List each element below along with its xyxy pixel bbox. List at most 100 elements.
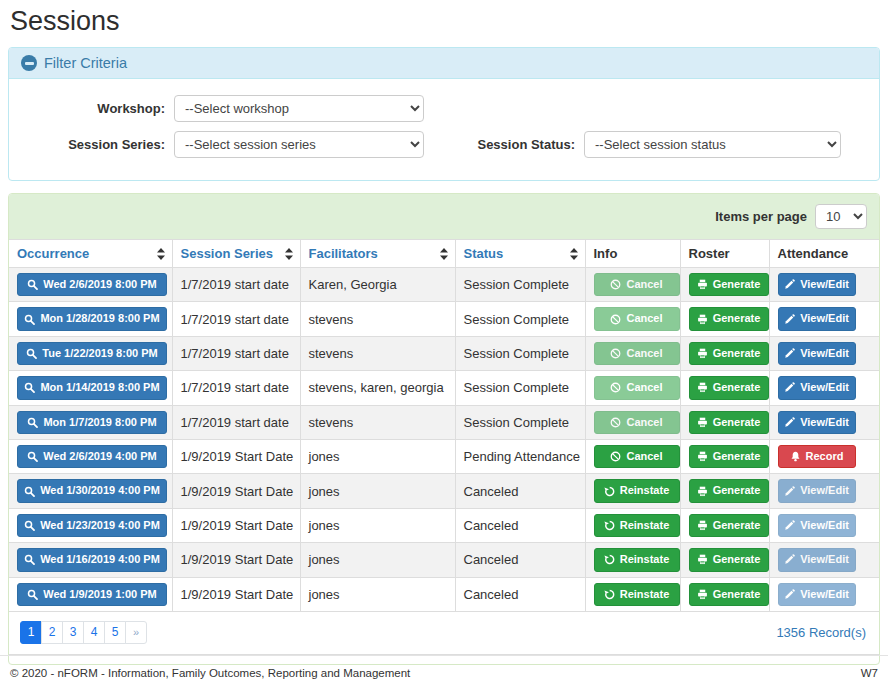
pagination-next-button[interactable]: »: [125, 621, 147, 644]
view-edit-button-label: View/Edit: [800, 311, 849, 326]
sessions-table-header: Items per page 10: [9, 194, 879, 240]
table-row: Mon 1/14/2019 8:00 PM1/7/2019 start date…: [9, 371, 879, 405]
generate-button[interactable]: Generate: [689, 376, 769, 399]
occurrence-button-label: Mon 1/7/2019 8:00 PM: [43, 415, 156, 430]
view-edit-button[interactable]: View/Edit: [778, 376, 856, 399]
cancel-button-label: Cancel: [626, 311, 662, 326]
occurrence-button-label: Wed 2/6/2019 4:00 PM: [43, 449, 157, 464]
cancel-button-label: Cancel: [626, 449, 662, 464]
roster-cell: Generate: [680, 371, 769, 405]
generate-button[interactable]: Generate: [689, 514, 769, 537]
occurrence-button[interactable]: Wed 1/30/2019 4:00 PM: [17, 479, 167, 502]
cancel-button: Cancel: [594, 273, 680, 296]
column-header-status[interactable]: Status: [455, 240, 585, 268]
table-row: Wed 1/23/2019 4:00 PM1/9/2019 Start Date…: [9, 508, 879, 542]
occurrence-button[interactable]: Wed 1/23/2019 4:00 PM: [17, 514, 167, 537]
attendance-cell: Record: [769, 439, 879, 473]
info-cell: Cancel: [585, 268, 680, 302]
records-count: 1356 Record(s): [776, 625, 868, 640]
cancel-button[interactable]: Cancel: [594, 445, 680, 468]
facilitators-cell: jones: [300, 508, 455, 542]
facilitators-cell: jones: [300, 543, 455, 577]
occurrence-button[interactable]: Mon 1/28/2019 8:00 PM: [17, 307, 167, 330]
session-series-select[interactable]: --Select session series: [174, 131, 424, 158]
generate-button[interactable]: Generate: [689, 548, 769, 571]
generate-button-label: Generate: [713, 587, 761, 602]
occurrence-button[interactable]: Wed 2/6/2019 8:00 PM: [17, 273, 167, 296]
pagination-page-2[interactable]: 2: [41, 621, 63, 644]
occurrence-button-label: Wed 1/23/2019 4:00 PM: [40, 518, 160, 533]
session-series-cell: 1/9/2019 Start Date: [172, 543, 300, 577]
occurrence-cell: Wed 1/23/2019 4:00 PM: [9, 508, 172, 542]
session-series-cell: 1/7/2019 start date: [172, 302, 300, 336]
items-per-page-label: Items per page: [715, 209, 807, 224]
generate-button[interactable]: Generate: [689, 445, 769, 468]
pagination-page-3[interactable]: 3: [62, 621, 84, 644]
minus-circle-icon[interactable]: [21, 55, 37, 71]
filter-criteria-header[interactable]: Filter Criteria: [9, 48, 879, 79]
occurrence-button[interactable]: Wed 1/16/2019 4:00 PM: [17, 548, 167, 571]
generate-button[interactable]: Generate: [689, 342, 769, 365]
table-footer-row: 12345» 1356 Record(s): [9, 612, 879, 655]
generate-button[interactable]: Generate: [689, 583, 769, 606]
pagination-page-4[interactable]: 4: [83, 621, 105, 644]
table-row: Wed 1/30/2019 4:00 PM1/9/2019 Start Date…: [9, 474, 879, 508]
info-cell: Reinstate: [585, 543, 680, 577]
pagination-page-1[interactable]: 1: [20, 621, 42, 644]
filter-criteria-body: Workshop: --Select workshop Session Seri…: [9, 79, 879, 180]
reinstate-button[interactable]: Reinstate: [594, 514, 680, 537]
record-button[interactable]: Record: [778, 445, 856, 468]
view-edit-button[interactable]: View/Edit: [778, 342, 856, 365]
items-per-page-select[interactable]: 10: [815, 204, 867, 229]
workshop-label: Workshop:: [19, 101, 174, 116]
info-cell: Cancel: [585, 439, 680, 473]
session-status-select[interactable]: --Select session status: [584, 131, 841, 158]
table-header-row: OccurrenceSession SeriesFacilitatorsStat…: [9, 240, 879, 268]
reinstate-button[interactable]: Reinstate: [594, 479, 680, 502]
view-edit-button[interactable]: View/Edit: [778, 411, 856, 434]
status-cell: Session Complete: [455, 268, 585, 302]
view-edit-button-label: View/Edit: [800, 380, 849, 395]
occurrence-button[interactable]: Wed 1/9/2019 1:00 PM: [17, 583, 167, 606]
occurrence-cell: Mon 1/7/2019 8:00 PM: [9, 405, 172, 439]
cancel-button-label: Cancel: [626, 346, 662, 361]
facilitators-cell: jones: [300, 439, 455, 473]
page-footer: © 2020 - nFORM - Information, Family Out…: [0, 655, 888, 699]
column-header-facilitators[interactable]: Facilitators: [300, 240, 455, 268]
generate-button[interactable]: Generate: [689, 479, 769, 502]
generate-button-label: Generate: [713, 346, 761, 361]
view-edit-button[interactable]: View/Edit: [778, 307, 856, 330]
workshop-select[interactable]: --Select workshop: [174, 95, 424, 122]
facilitators-cell: stevens: [300, 336, 455, 370]
status-cell: Session Complete: [455, 371, 585, 405]
roster-cell: Generate: [680, 439, 769, 473]
generate-button[interactable]: Generate: [689, 307, 769, 330]
generate-button[interactable]: Generate: [689, 411, 769, 434]
view-edit-button-label: View/Edit: [800, 518, 849, 533]
occurrence-button[interactable]: Mon 1/7/2019 8:00 PM: [17, 411, 167, 434]
occurrence-button[interactable]: Tue 1/22/2019 8:00 PM: [17, 342, 167, 365]
column-header-session-series[interactable]: Session Series: [172, 240, 300, 268]
view-edit-button[interactable]: View/Edit: [778, 273, 856, 296]
roster-cell: Generate: [680, 268, 769, 302]
facilitators-cell: stevens: [300, 405, 455, 439]
reinstate-button[interactable]: Reinstate: [594, 548, 680, 571]
column-header-attendance: Attendance: [769, 240, 879, 268]
view-edit-button-label: View/Edit: [800, 415, 849, 430]
page-title: Sessions: [10, 6, 878, 37]
cancel-button-label: Cancel: [626, 380, 662, 395]
generate-button[interactable]: Generate: [689, 273, 769, 296]
column-header-occurrence[interactable]: Occurrence: [9, 240, 172, 268]
reinstate-button[interactable]: Reinstate: [594, 583, 680, 606]
occurrence-button[interactable]: Wed 2/6/2019 4:00 PM: [17, 445, 167, 468]
occurrence-button[interactable]: Mon 1/14/2019 8:00 PM: [17, 376, 167, 399]
roster-cell: Generate: [680, 302, 769, 336]
generate-button-label: Generate: [713, 449, 761, 464]
pagination-page-5[interactable]: 5: [104, 621, 126, 644]
generate-button-label: Generate: [713, 483, 761, 498]
column-header-roster: Roster: [680, 240, 769, 268]
info-cell: Reinstate: [585, 577, 680, 611]
occurrence-button-label: Mon 1/14/2019 8:00 PM: [40, 380, 159, 395]
view-edit-button: View/Edit: [778, 583, 856, 606]
record-button-label: Record: [806, 449, 844, 464]
